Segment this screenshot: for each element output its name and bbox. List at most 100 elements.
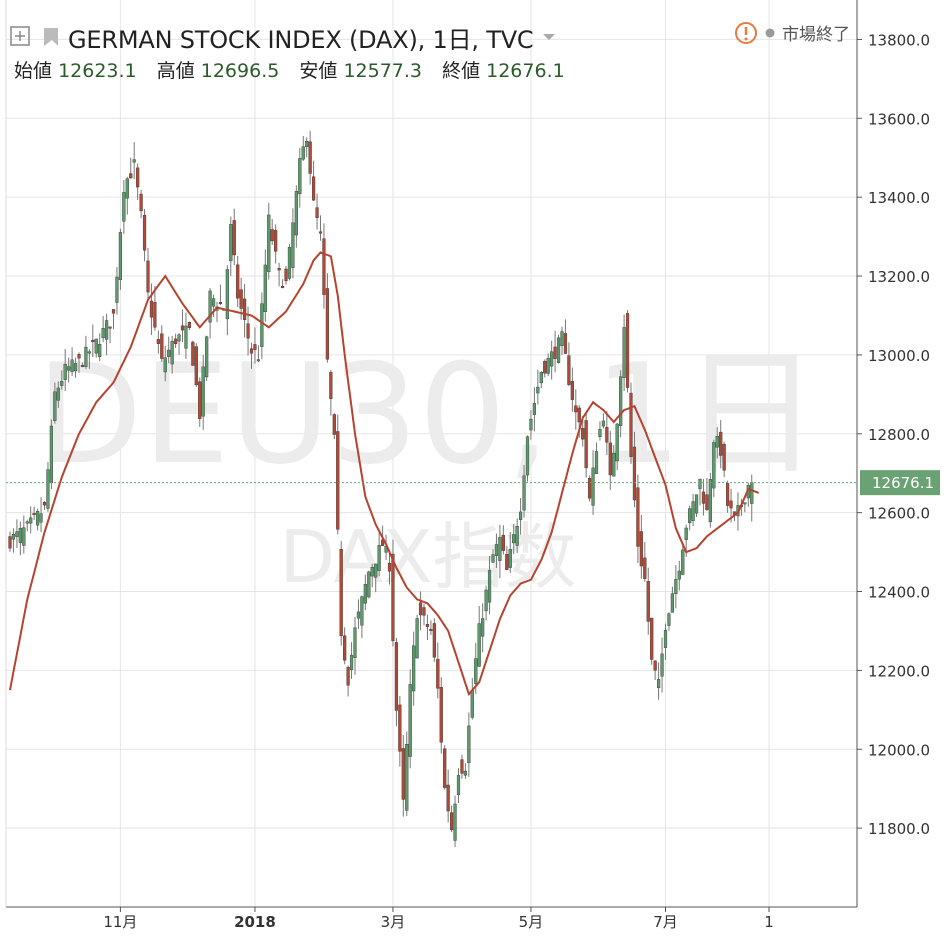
candle-body xyxy=(432,623,436,658)
candle-body xyxy=(715,436,719,448)
candle-body xyxy=(663,629,668,648)
candle-body xyxy=(636,487,640,547)
expand-icon[interactable] xyxy=(10,26,32,48)
candle-body xyxy=(167,349,171,357)
y-tick-label: 13200.0 xyxy=(868,268,930,286)
low-value: 12577.3 xyxy=(343,60,423,82)
candle-body xyxy=(108,326,112,329)
candle-body xyxy=(377,545,381,571)
candle-body xyxy=(263,264,267,312)
ohlc-values: 始値 12623.1 高値 12696.5 安値 12577.3 終値 1267… xyxy=(14,56,579,83)
candle-body xyxy=(477,623,481,667)
candle-body xyxy=(163,357,167,373)
candle-body xyxy=(356,611,361,619)
symbol-title[interactable]: GERMAN STOCK INDEX (DAX), 1日, TVC xyxy=(68,25,534,54)
candle-body xyxy=(232,220,236,256)
candle-body xyxy=(287,247,292,279)
candle-body xyxy=(370,567,374,577)
candle-body xyxy=(591,467,595,506)
candle-body xyxy=(463,770,467,776)
alert-icon[interactable] xyxy=(734,21,758,45)
candle-body xyxy=(553,346,557,359)
candle-body xyxy=(629,392,633,457)
candle-body xyxy=(639,531,643,567)
candle-body xyxy=(439,687,443,743)
candle-body xyxy=(208,290,212,323)
candle-body xyxy=(494,544,499,556)
candle-body xyxy=(49,425,53,484)
candle-body xyxy=(284,268,288,282)
candle-body xyxy=(660,653,664,677)
candle-body xyxy=(681,549,685,575)
candle-body xyxy=(608,442,612,476)
candle-body xyxy=(253,344,257,350)
candle-body xyxy=(560,331,564,346)
candle-body xyxy=(184,325,188,349)
candle-body xyxy=(532,403,536,415)
candle-body xyxy=(508,549,512,568)
candle-body xyxy=(498,537,502,561)
candle-body xyxy=(104,320,109,340)
high-label: 高値 xyxy=(156,60,195,82)
symbol-header: GERMAN STOCK INDEX (DAX), 1日, TVC xyxy=(10,22,557,54)
collapse-flag-icon[interactable] xyxy=(42,26,60,48)
candle-body xyxy=(91,339,95,342)
candle-body xyxy=(446,784,450,812)
market-status-text: 市場終了 xyxy=(782,25,850,45)
candle-body xyxy=(322,238,326,295)
candle-body xyxy=(546,358,550,374)
x-tick-label: 5月 xyxy=(519,913,544,931)
candle-body xyxy=(329,372,333,399)
candle-body xyxy=(418,602,423,616)
candle-body xyxy=(80,365,85,368)
candle-body xyxy=(570,380,574,400)
candle-body xyxy=(298,158,302,195)
candle-body xyxy=(115,276,119,303)
candle-body xyxy=(94,338,98,354)
candle-body xyxy=(619,376,623,426)
candle-body xyxy=(363,584,367,604)
candle-body xyxy=(225,269,229,320)
candle-body xyxy=(522,475,526,511)
candle-body xyxy=(98,344,102,358)
candle-body xyxy=(381,539,385,546)
candle-body xyxy=(456,775,461,796)
close-label: 終値 xyxy=(442,60,481,82)
y-tick-label: 13800.0 xyxy=(868,31,930,49)
candle-body xyxy=(46,469,50,509)
candle-body xyxy=(567,355,571,385)
moving-average-line xyxy=(9,251,760,697)
candle-body xyxy=(708,479,712,523)
candle-body xyxy=(632,446,637,501)
candle-body xyxy=(280,286,285,289)
candle-body xyxy=(577,407,581,423)
candle-body xyxy=(229,224,233,262)
candle-body xyxy=(84,346,88,367)
candle-body xyxy=(574,405,578,413)
candle-body xyxy=(156,339,160,344)
x-tick-label: 11月 xyxy=(103,913,137,931)
candle-body xyxy=(588,478,592,499)
candle-body xyxy=(694,494,699,514)
candle-body xyxy=(73,363,78,372)
y-tick-label: 12000.0 xyxy=(868,741,930,759)
candle-body xyxy=(460,759,464,774)
candle-body xyxy=(605,427,609,443)
x-tick-label: 1 xyxy=(764,913,774,931)
market-status: 市場終了 xyxy=(734,20,850,45)
candle-body xyxy=(291,222,295,268)
candle-body xyxy=(153,302,157,328)
candle-body xyxy=(274,230,278,252)
candle-body xyxy=(308,141,312,174)
candle-body xyxy=(125,178,129,199)
candle-body xyxy=(87,351,91,354)
candle-body xyxy=(691,501,695,521)
candle-body xyxy=(180,325,185,331)
chevron-down-icon[interactable] xyxy=(541,31,557,43)
candle-body xyxy=(412,645,416,692)
candle-body xyxy=(32,513,36,515)
candle-body xyxy=(450,812,454,831)
candle-body xyxy=(484,589,488,612)
candle-body xyxy=(394,642,398,711)
